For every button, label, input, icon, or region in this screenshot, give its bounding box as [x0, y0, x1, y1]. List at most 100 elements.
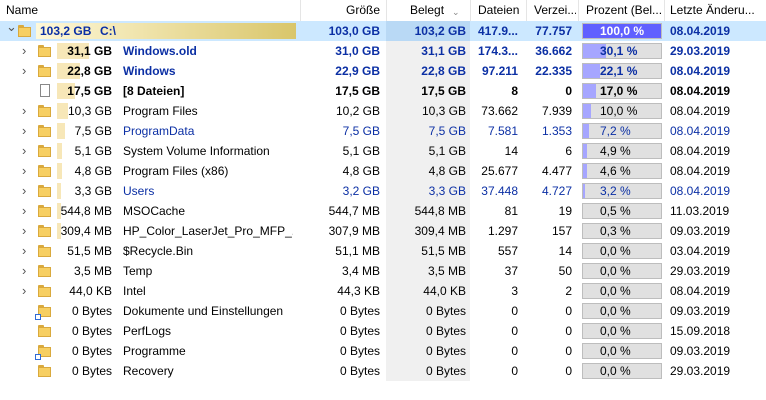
percent-label: 0,3 % [600, 224, 631, 238]
belegt-column-background [386, 261, 470, 281]
item-name: Windows [123, 64, 176, 78]
item-name: Recovery [123, 364, 174, 378]
tree-row[interactable]: › 44,0 KB Intel 44,3 KB 44,0 KB 3 2 0,0 % 08.04.… [0, 281, 766, 301]
item-name: Intel [123, 284, 146, 298]
files-count: 81 [504, 204, 518, 218]
used-value: 544,8 MB [414, 204, 466, 218]
size-bar [57, 83, 75, 99]
chevron-right-icon[interactable]: › [22, 123, 27, 138]
folders-count: 4.477 [541, 164, 572, 178]
percent-bar: 4,6 % [582, 163, 662, 179]
tree-row[interactable]: › 10,3 GB Program Files 10,2 GB 10,3 GB 73.66… [0, 101, 766, 121]
percent-bar: 30,1 % [582, 43, 662, 59]
folder-link-icon [35, 345, 51, 360]
column-header-prozent[interactable]: Prozent (Bel... [586, 3, 662, 17]
chevron-right-icon[interactable]: › [22, 63, 27, 78]
percent-bar: 7,2 % [582, 123, 662, 139]
percent-bar-fill [583, 84, 596, 98]
column-header-dateien[interactable]: Dateien [478, 3, 520, 17]
used-value: 22,8 GB [421, 64, 466, 78]
belegt-column-background [386, 141, 470, 161]
size-value: 103,0 GB [328, 24, 380, 38]
size-label: 544,8 MB [60, 204, 112, 218]
modified-date: 08.04.2019 [670, 64, 731, 78]
column-header-name[interactable]: Name [6, 3, 39, 17]
chevron-right-icon[interactable]: › [22, 103, 27, 118]
column-divider[interactable] [470, 0, 471, 21]
percent-bar: 0,0 % [582, 323, 662, 339]
column-divider[interactable] [526, 0, 527, 21]
column-header-letzte-aenderung[interactable]: Letzte Änderu... [670, 3, 755, 17]
used-value: 3,3 GB [428, 184, 466, 198]
files-count: 97.211 [481, 64, 518, 78]
percent-label: 7,2 % [600, 124, 631, 138]
tree-row[interactable]: 0 Bytes Recovery 0 Bytes 0 Bytes 0 0 0,0 % 29.0… [0, 361, 766, 381]
tree-row[interactable]: › 309,4 MB HP_Color_LaserJet_Pro_MFP_... 30… [0, 221, 766, 241]
belegt-column-background [386, 101, 470, 121]
modified-date: 09.03.2019 [670, 344, 731, 358]
folder-icon [38, 265, 51, 277]
chevron-right-icon[interactable]: › [22, 43, 27, 58]
tree-row[interactable]: › 22,8 GB Windows 22,9 GB 22,8 GB 97.211 22.33… [0, 61, 766, 81]
size-label: 22,8 GB [67, 64, 112, 78]
column-divider[interactable] [664, 0, 665, 21]
size-bar [36, 23, 296, 39]
chevron-right-icon[interactable]: › [22, 243, 27, 258]
percent-bar: 0,0 % [582, 303, 662, 319]
files-count: 25.677 [481, 164, 518, 178]
belegt-column-background [386, 281, 470, 301]
tree-row[interactable]: › 544,8 MB MSOCache 544,7 MB 544,8 MB 81 19 0,5… [0, 201, 766, 221]
chevron-right-icon[interactable]: › [22, 203, 27, 218]
files-count: 73.662 [481, 104, 518, 118]
size-bar [57, 63, 80, 79]
tree-row[interactable]: 0 Bytes Programme 0 Bytes 0 Bytes 0 0 0,0 % 09.… [0, 341, 766, 361]
column-header-verzeichnisse[interactable]: Verzei... [534, 3, 576, 17]
sort-descending-icon: ⌄ [452, 7, 460, 17]
tree-row[interactable]: 17,5 GB [8 Dateien] 17,5 GB 17,5 GB 8 0 17,0 %… [0, 81, 766, 101]
tree-row[interactable]: › 3,3 GB Users 3,2 GB 3,3 GB 37.448 4.727 3,2 %… [0, 181, 766, 201]
tree-row[interactable]: 0 Bytes PerfLogs 0 Bytes 0 Bytes 0 0 0,0 % 15.0… [0, 321, 766, 341]
tree-row[interactable]: › 51,5 MB $Recycle.Bin 51,1 MB 51,5 MB 557 14 0… [0, 241, 766, 261]
column-divider[interactable] [386, 0, 387, 21]
item-name: Program Files [123, 104, 198, 118]
tree-row[interactable]: › 31,1 GB Windows.old 31,0 GB 31,1 GB 174.3..… [0, 41, 766, 61]
tree-row[interactable]: › 5,1 GB System Volume Information 5,1 GB 5,… [0, 141, 766, 161]
size-value: 7,5 GB [342, 124, 380, 138]
tree-row[interactable]: › 3,5 MB Temp 3,4 MB 3,5 MB 37 50 0,0 % 29.03.20… [0, 261, 766, 281]
percent-label: 0,0 % [600, 324, 631, 338]
modified-date: 29.03.2019 [670, 364, 731, 378]
modified-date: 08.04.2019 [670, 24, 731, 38]
folders-count: 0 [565, 344, 572, 358]
tree-row[interactable]: › 4,8 GB Program Files (x86) 4,8 GB 4,8 GB 25… [0, 161, 766, 181]
folders-count: 50 [558, 264, 572, 278]
chevron-right-icon[interactable]: › [22, 183, 27, 198]
chevron-right-icon[interactable]: › [22, 283, 27, 298]
tree-row[interactable]: 0 Bytes Dokumente und Einstellungen 0 Byte… [0, 301, 766, 321]
belegt-column-background [386, 341, 470, 361]
chevron-right-icon[interactable]: › [22, 163, 27, 178]
column-divider[interactable] [300, 0, 301, 21]
chevron-right-icon[interactable]: › [22, 263, 27, 278]
size-value: 3,4 MB [341, 264, 380, 278]
column-divider[interactable] [578, 0, 579, 21]
files-count: 1.297 [487, 224, 518, 238]
folders-count: 4.727 [541, 184, 572, 198]
chevron-right-icon[interactable]: › [22, 223, 27, 238]
chevron-down-icon[interactable]: ⌄ [6, 19, 17, 34]
folders-count: 1.353 [541, 124, 572, 138]
chevron-right-icon[interactable]: › [22, 143, 27, 158]
percent-bar: 0,3 % [582, 223, 662, 239]
percent-label: 10,0 % [600, 104, 638, 118]
folder-icon [38, 285, 51, 297]
tree-row[interactable]: › 7,5 GB ProgramData 7,5 GB 7,5 GB 7.581 1.353… [0, 121, 766, 141]
folder-icon [38, 325, 51, 337]
tree-row-root[interactable]: ⌄ 103,2 GB C:\ 103,0 GB 103,2 GB 417.9... 77.7… [0, 19, 766, 41]
column-header-groesse[interactable]: Größe [345, 3, 380, 17]
belegt-column-background [386, 241, 470, 261]
used-value: 17,5 GB [421, 84, 466, 98]
files-count: 3 [511, 284, 518, 298]
column-header-belegt[interactable]: Belegt [410, 3, 445, 17]
modified-date: 03.04.2019 [670, 244, 731, 258]
folders-count: 22.335 [535, 64, 572, 78]
